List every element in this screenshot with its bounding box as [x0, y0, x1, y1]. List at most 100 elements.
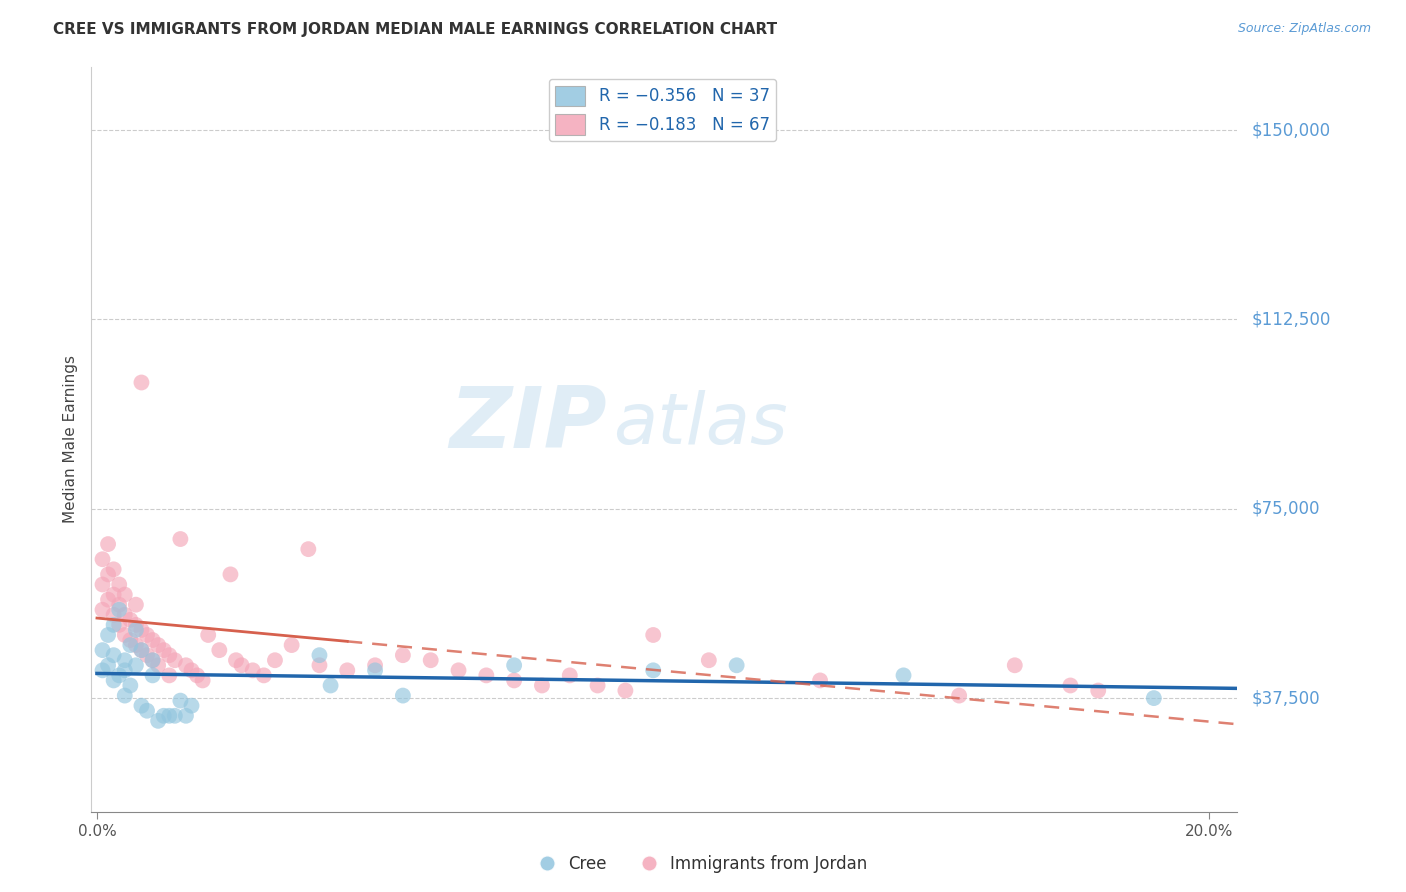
Point: [114, 663, 136, 677]
Point: [136, 648, 159, 663]
Point: [131, 698, 153, 713]
Point: [157, 708, 180, 723]
Point: [114, 588, 136, 602]
Point: [146, 658, 169, 673]
Point: [120, 613, 142, 627]
Point: [97, 628, 120, 642]
Text: Source: ZipAtlas.com: Source: ZipAtlas.com: [1237, 22, 1371, 36]
Point: [136, 628, 159, 642]
Point: [108, 618, 131, 632]
Point: [948, 689, 970, 703]
Point: [893, 668, 915, 682]
Point: [114, 628, 136, 642]
Point: [103, 588, 125, 602]
Point: [142, 653, 165, 667]
Point: [131, 643, 153, 657]
Text: $37,500: $37,500: [1251, 690, 1320, 707]
Point: [503, 658, 526, 673]
Point: [114, 607, 136, 622]
Point: [114, 689, 136, 703]
Point: [157, 668, 180, 682]
Point: [174, 708, 197, 723]
Point: [142, 653, 165, 667]
Point: [308, 648, 330, 663]
Point: [125, 618, 148, 632]
Point: [419, 653, 441, 667]
Point: [120, 633, 142, 648]
Point: [586, 678, 609, 692]
Point: [146, 638, 169, 652]
Point: [120, 678, 142, 692]
Point: [530, 678, 553, 692]
Point: [191, 673, 214, 688]
Text: ZIP: ZIP: [450, 383, 607, 466]
Point: [152, 708, 174, 723]
Point: [108, 598, 131, 612]
Point: [242, 663, 264, 677]
Point: [91, 552, 114, 566]
Point: [174, 658, 197, 673]
Point: [1004, 658, 1026, 673]
Point: [103, 673, 125, 688]
Point: [103, 618, 125, 632]
Point: [97, 567, 120, 582]
Text: $75,000: $75,000: [1251, 500, 1320, 517]
Point: [91, 643, 114, 657]
Legend: R = −0.356   N = 37, R = −0.183   N = 67: R = −0.356 N = 37, R = −0.183 N = 67: [548, 79, 776, 141]
Point: [392, 689, 415, 703]
Point: [614, 683, 637, 698]
Point: [142, 633, 165, 648]
Text: CREE VS IMMIGRANTS FROM JORDAN MEDIAN MALE EARNINGS CORRELATION CHART: CREE VS IMMIGRANTS FROM JORDAN MEDIAN MA…: [53, 22, 778, 37]
Point: [558, 668, 581, 682]
Point: [697, 653, 720, 667]
Point: [1143, 691, 1166, 706]
Point: [364, 663, 387, 677]
Point: [392, 648, 415, 663]
Point: [114, 653, 136, 667]
Point: [131, 623, 153, 637]
Point: [219, 567, 242, 582]
Point: [447, 663, 470, 677]
Point: [319, 678, 342, 692]
Point: [146, 714, 169, 728]
Point: [180, 698, 202, 713]
Point: [152, 643, 174, 657]
Point: [120, 638, 142, 652]
Point: [97, 658, 120, 673]
Point: [169, 532, 191, 546]
Point: [163, 708, 186, 723]
Point: [91, 577, 114, 591]
Text: $112,500: $112,500: [1251, 310, 1330, 328]
Point: [136, 704, 159, 718]
Point: [108, 603, 131, 617]
Point: [91, 663, 114, 677]
Point: [142, 668, 165, 682]
Point: [643, 663, 665, 677]
Point: [97, 592, 120, 607]
Point: [186, 668, 208, 682]
Text: atlas: atlas: [613, 390, 787, 458]
Point: [308, 658, 330, 673]
Point: [231, 658, 253, 673]
Point: [643, 628, 665, 642]
Point: [103, 562, 125, 576]
Point: [336, 663, 359, 677]
Point: [264, 653, 287, 667]
Point: [475, 668, 498, 682]
Point: [364, 658, 387, 673]
Point: [125, 623, 148, 637]
Point: [297, 542, 319, 557]
Point: [108, 668, 131, 682]
Point: [180, 663, 202, 677]
Point: [253, 668, 276, 682]
Point: [503, 673, 526, 688]
Point: [108, 577, 131, 591]
Point: [197, 628, 219, 642]
Point: [103, 607, 125, 622]
Point: [1059, 678, 1081, 692]
Point: [725, 658, 748, 673]
Point: [169, 693, 191, 707]
Point: [97, 537, 120, 551]
Point: [125, 658, 148, 673]
Text: $150,000: $150,000: [1251, 121, 1330, 139]
